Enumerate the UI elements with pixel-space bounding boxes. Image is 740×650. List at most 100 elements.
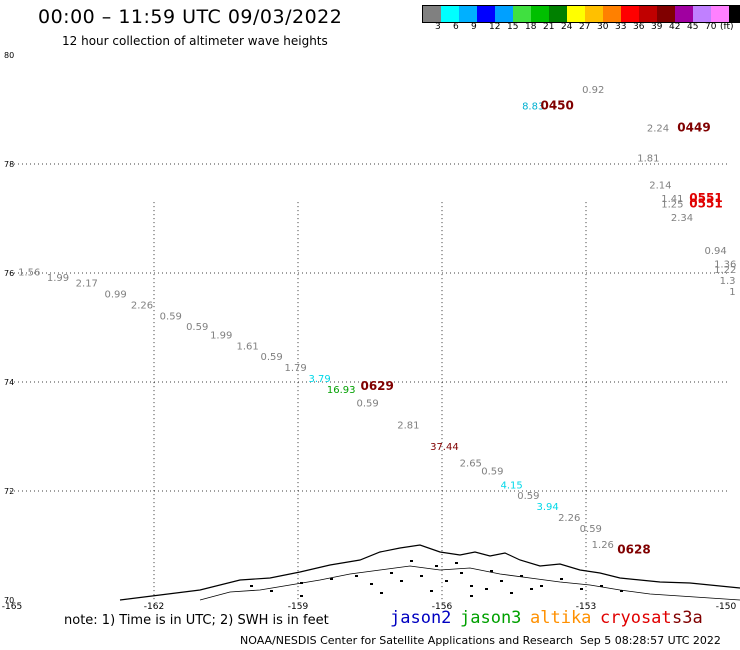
legend-swatch [693,6,711,22]
legend-swatch [495,6,513,22]
legend-label: (ft) [720,22,734,32]
legend-label: 27 [579,22,591,32]
longitude-label: -159 [288,602,309,612]
wave-height-label: 0.59 [580,524,602,535]
pass-time-label: 0629 [360,379,393,393]
wave-height-label: 0.59 [517,491,539,502]
graticule: 80 78 76 74 72 70-165 -162 -159 -156 -153 -150 [2,51,737,612]
wave-height-label: 0.94 [704,246,726,257]
wave-height-label: 16.93 [327,385,356,396]
legend-swatch [531,6,549,22]
latitude-label: 74 [4,378,14,387]
coastal-lake [500,580,503,582]
coastline [119,544,740,601]
coastal-lake [400,580,403,582]
legend-label: 6 [453,22,459,32]
satellite-name-jason3: jason3 [460,608,522,628]
coastal-lake [300,582,303,584]
wave-height-label: 0.59 [481,467,503,478]
credit-line: NOAA/NESDIS Center for Satellite Applica… [240,634,574,647]
coastal-lake [420,575,423,577]
legend-swatch [657,6,675,22]
wave-height-label: 1.41 [661,194,683,205]
legend-label: 9 [471,22,477,32]
coastal-lake [620,590,623,592]
wave-height-label: 1.56 [18,268,40,279]
legend-swatch [603,6,621,22]
map-title: 00:00 – 11:59 UTC 09/03/2022 [38,6,343,28]
legend-swatch [729,6,740,22]
legend-label: 12 [489,22,501,32]
latitude-label: 72 [4,487,14,496]
longitude-label: -165 [2,602,22,612]
legend-label: 3 [435,22,441,32]
legend-label: 21 [543,22,555,32]
wave-height-label: 8.83 [522,102,544,113]
wave-height-label: 1 [729,287,735,298]
latitude-label: 70 [4,596,14,605]
coastal-lake [470,585,473,587]
wave-height-label: 1.99 [210,330,232,341]
legend-swatch [423,6,441,22]
legend-label: 33 [615,22,627,32]
satellite-name-cryosat: cryosat [600,608,672,628]
footer-note: note: 1) Time is in UTC; 2) SWH is in fe… [64,613,329,628]
wave-height-label: 2.34 [671,213,693,224]
wave-height-label: 3.79 [308,374,330,385]
coastal-lake [600,585,603,587]
coastal-lake [560,578,563,580]
wave-height-label: 0.99 [104,290,126,301]
legend-label: 70 [705,22,717,32]
coastal-lake [390,572,393,574]
wave-height-label: 2.24 [647,123,669,134]
coastal-lake [380,592,383,594]
wave-height-label: 0.59 [160,311,182,322]
generation-timestamp: Sep 5 08:28:57 UTC 2022 [580,634,721,647]
longitude-label: -153 [576,602,596,612]
coastal-lake [270,590,273,592]
wave-height-label: 2.65 [460,458,482,469]
legend-swatch [513,6,531,22]
coastal-lake [250,585,253,587]
legend-swatch [459,6,477,22]
latitude-label: 80 [4,51,14,60]
wave-height-label: 0.92 [582,85,604,96]
legend-label: 39 [651,22,663,32]
legend-label: 18 [525,22,537,32]
wave-height-label: 4.15 [500,480,522,491]
pass-time-label: 0551 [689,197,722,211]
satellite-name-jason2: jason2 [390,608,452,628]
wave-height-label: 1.26 [592,540,614,551]
coastal-lake [470,595,473,597]
legend-swatch [711,6,729,22]
wave-height-label: 0.59 [356,399,378,410]
latitude-label: 76 [4,269,14,278]
coastal-lake [540,585,543,587]
coastal-lake [510,592,513,594]
coastal-lake [370,583,373,585]
legend-label: 24 [561,22,573,32]
wave-height-label: 2.14 [649,181,671,192]
legend-label: 42 [669,22,681,32]
coastal-lake [520,575,523,577]
legend-swatch [477,6,495,22]
wave-height-label: 3.94 [536,502,558,513]
legend-swatch [675,6,693,22]
coastal-lake [300,595,303,597]
wave-height-observations: 1.56 1.99 2.170.992.260.590.591.991.610.59… [18,85,736,551]
wave-height-label: 1.99 [47,273,69,284]
wave-height-label: 2.26 [558,513,580,524]
pass-time-label: 0628 [617,543,650,557]
pass-time-label: 0450 [540,99,573,113]
legend-swatch [585,6,603,22]
coastal-lake [435,565,438,567]
longitude-label: -150 [716,602,737,612]
wave-height-label: 1.25 [661,200,683,211]
coastal-lake [455,562,458,564]
coastal-lake [430,590,433,592]
coastal-lake [490,570,493,572]
pass-time-label: 0551 [689,191,722,205]
wave-height-label: 2.81 [397,420,419,431]
